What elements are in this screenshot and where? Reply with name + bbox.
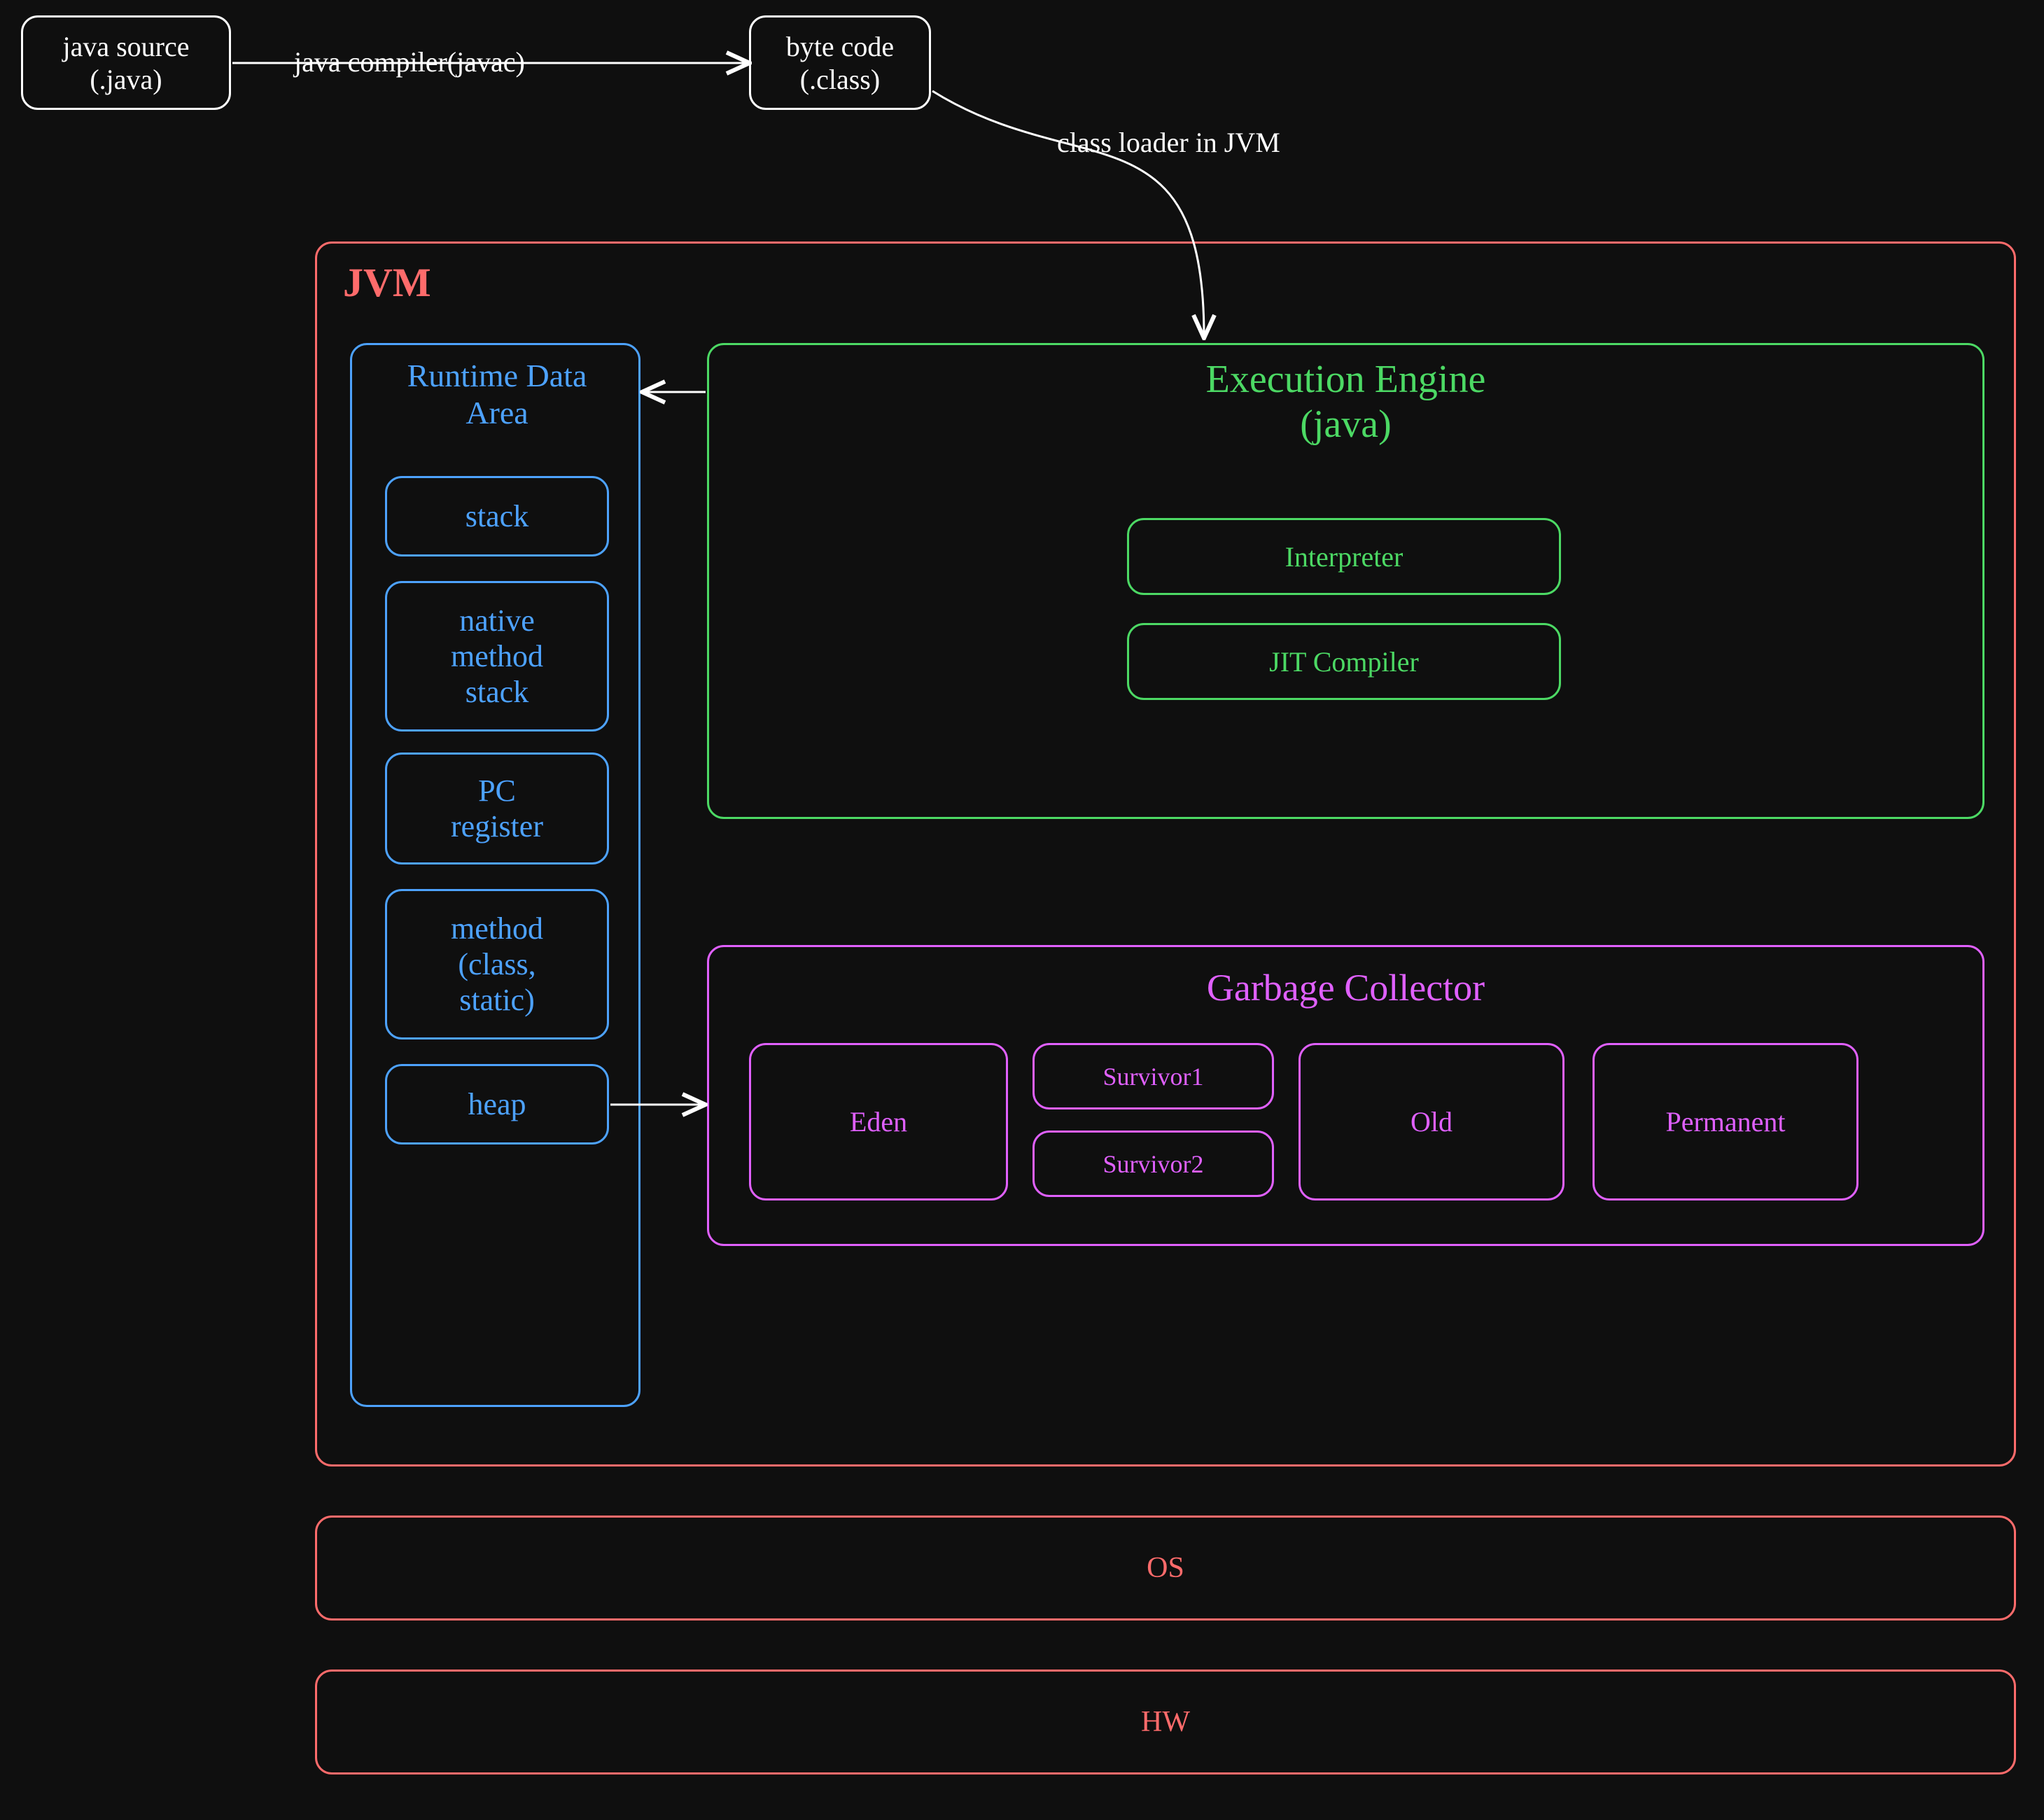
old-label: Old (1410, 1105, 1452, 1138)
stack-box: stack (385, 476, 609, 556)
survivor2-label: Survivor2 (1103, 1149, 1204, 1179)
native-method-stack-label: nativemethodstack (451, 603, 543, 710)
jvm-title: JVM (343, 259, 431, 306)
byte-code-label: byte code(.class) (786, 30, 894, 96)
method-area-box: method(class,static) (385, 889, 609, 1040)
pc-register-label: PCregister (451, 773, 543, 844)
class-loader-label: class loader in JVM (1057, 126, 1280, 159)
os-box: OS (315, 1516, 2016, 1620)
execution-engine-title: Execution Engine(java) (707, 357, 1984, 447)
hw-label: HW (1141, 1705, 1190, 1739)
os-label: OS (1147, 1551, 1184, 1585)
byte-code-box: byte code(.class) (749, 15, 931, 110)
interpreter-box: Interpreter (1127, 518, 1561, 595)
garbage-collector-title: Garbage Collector (707, 966, 1984, 1009)
method-area-label: method(class,static) (451, 911, 543, 1018)
survivor2-box: Survivor2 (1032, 1130, 1274, 1197)
permanent-box: Permanent (1592, 1043, 1858, 1200)
eden-box: Eden (749, 1043, 1008, 1200)
stack-label: stack (465, 498, 528, 534)
jit-compiler-box: JIT Compiler (1127, 623, 1561, 700)
java-source-box: java source(.java) (21, 15, 231, 110)
permanent-label: Permanent (1665, 1105, 1785, 1138)
native-method-stack-box: nativemethodstack (385, 581, 609, 732)
hw-box: HW (315, 1670, 2016, 1774)
java-compiler-label: java compiler(javac) (294, 46, 525, 78)
jit-compiler-label: JIT Compiler (1269, 645, 1419, 678)
pc-register-box: PCregister (385, 752, 609, 864)
heap-label: heap (468, 1086, 526, 1122)
eden-label: Eden (850, 1105, 907, 1138)
survivor1-label: Survivor1 (1103, 1062, 1204, 1091)
survivor1-box: Survivor1 (1032, 1043, 1274, 1110)
interpreter-label: Interpreter (1285, 540, 1404, 573)
old-box: Old (1298, 1043, 1564, 1200)
runtime-data-area-title: Runtime DataArea (364, 357, 630, 431)
java-source-label: java source(.java) (62, 30, 189, 96)
heap-box: heap (385, 1064, 609, 1144)
